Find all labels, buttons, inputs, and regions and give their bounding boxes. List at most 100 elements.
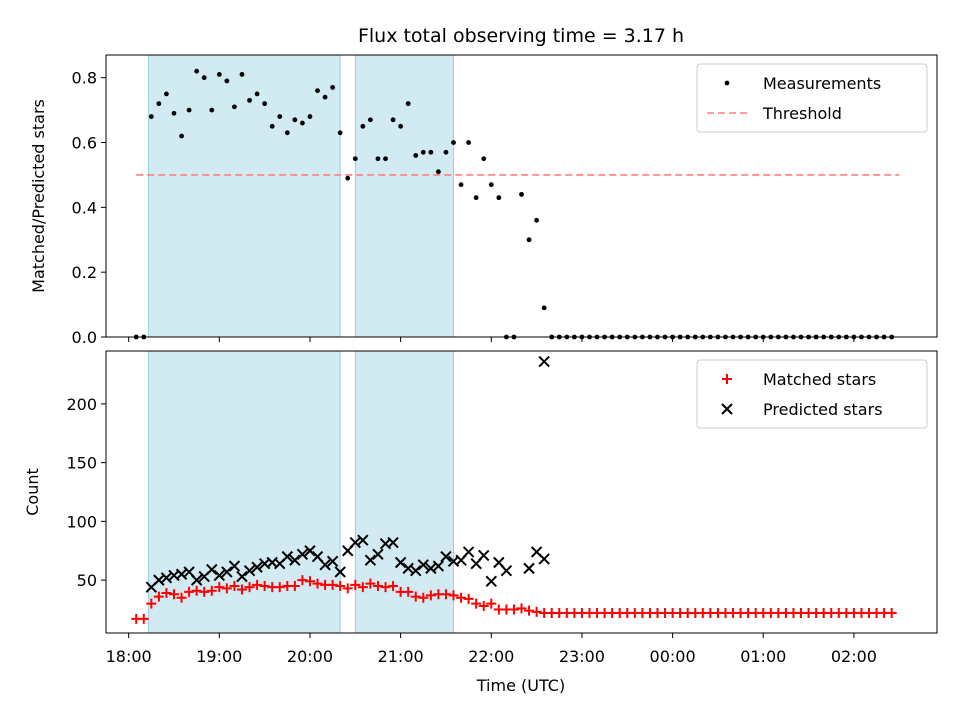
data-point xyxy=(360,123,366,129)
data-point xyxy=(289,554,301,566)
data-point xyxy=(337,130,343,136)
legend-box xyxy=(696,359,928,429)
data-point xyxy=(216,72,222,77)
data-point xyxy=(297,575,308,586)
data-point xyxy=(432,560,445,572)
series-matched-stars xyxy=(131,575,897,624)
data-point xyxy=(488,182,494,188)
data-point xyxy=(534,217,540,223)
y-tick-label: 150 xyxy=(66,454,97,473)
shaded-interval-1 xyxy=(147,350,341,634)
bottom-legend: Matched stars Predicted stars xyxy=(696,359,928,429)
data-point xyxy=(413,153,419,158)
data-point xyxy=(352,156,358,162)
legend-label: Predicted stars xyxy=(763,400,883,419)
data-point xyxy=(372,581,383,591)
bottom-y-axis-label: Count xyxy=(23,468,42,516)
data-point xyxy=(524,605,535,616)
data-point xyxy=(312,578,323,589)
data-point xyxy=(206,585,217,596)
data-point xyxy=(201,75,207,81)
data-point xyxy=(345,175,351,181)
data-point xyxy=(886,608,897,619)
x-tick-label: 20:00 xyxy=(287,647,333,666)
data-point xyxy=(380,582,391,593)
data-point xyxy=(485,575,497,588)
data-point xyxy=(394,556,407,569)
data-point xyxy=(410,565,422,577)
series-predicted-stars xyxy=(145,534,550,593)
data-point xyxy=(372,548,384,560)
y-tick-label: 0.0 xyxy=(72,328,97,347)
data-point xyxy=(206,563,218,576)
legend-label: Threshold xyxy=(762,104,842,123)
data-point xyxy=(365,578,376,589)
data-point xyxy=(410,591,421,602)
data-point xyxy=(451,140,456,145)
top-axes: 0.0 0.2 0.4 0.6 0.8 xyxy=(72,69,855,347)
data-point xyxy=(221,566,233,578)
data-point xyxy=(224,78,230,84)
data-point xyxy=(171,110,177,116)
data-point xyxy=(436,169,441,175)
data-point xyxy=(330,85,336,90)
data-point xyxy=(186,107,192,113)
data-point xyxy=(541,305,547,311)
data-point xyxy=(254,91,260,97)
data-point xyxy=(153,591,164,602)
x-tick-label: 18:00 xyxy=(106,647,152,666)
data-point xyxy=(213,569,226,582)
shaded-interval-2 xyxy=(354,350,454,634)
data-point xyxy=(531,606,542,617)
data-point xyxy=(440,589,451,600)
data-point xyxy=(175,568,188,580)
data-point xyxy=(350,579,361,590)
y-tick-label: 200 xyxy=(66,395,97,414)
legend-label: Measurements xyxy=(763,74,881,93)
data-point xyxy=(176,592,187,603)
bottom-plot-frame xyxy=(105,350,938,634)
data-point xyxy=(262,101,268,107)
data-point xyxy=(425,562,437,575)
chart-title: Flux total observing time = 3.17 h xyxy=(358,25,684,47)
data-point xyxy=(463,593,474,604)
data-point xyxy=(229,581,240,591)
x-tick-label: 23:00 xyxy=(559,647,605,666)
data-point xyxy=(458,182,464,188)
data-point xyxy=(462,546,475,558)
data-point xyxy=(284,130,290,136)
data-point xyxy=(478,549,490,562)
data-point xyxy=(252,579,263,590)
data-point xyxy=(239,72,245,77)
data-point xyxy=(496,195,502,201)
data-point xyxy=(232,104,237,110)
data-point xyxy=(402,562,414,575)
data-point xyxy=(326,555,339,568)
shaded-interval-1 xyxy=(147,54,341,338)
data-point xyxy=(481,156,487,162)
x-axis-label: Time (UTC) xyxy=(476,676,565,695)
data-point xyxy=(357,582,368,593)
data-point xyxy=(526,237,532,243)
x-tick-label: 01:00 xyxy=(740,647,786,666)
data-point xyxy=(428,149,434,155)
bottom-panel: 50 100 150 200 18:00 19:00 20:00 21:00 22:00 23:0… xyxy=(23,350,938,666)
data-point xyxy=(417,559,429,571)
data-point xyxy=(405,101,411,107)
data-point xyxy=(508,604,519,615)
series-extra xyxy=(538,355,550,368)
legend-key xyxy=(724,80,730,86)
data-point xyxy=(221,583,232,594)
data-point xyxy=(184,586,195,597)
x-tick-label: 02:00 xyxy=(831,647,877,666)
data-point xyxy=(349,536,362,549)
data-point xyxy=(516,603,527,614)
data-point xyxy=(168,589,179,600)
x-tick-label: 22:00 xyxy=(468,647,514,666)
bottom-axes: 50 100 150 200 18:00 19:00 20:00 21:00 22:00 23:0… xyxy=(66,395,877,666)
x-tick-label: 21:00 xyxy=(378,647,424,666)
top-y-axis-label: Matched/Predicted stars xyxy=(29,99,48,293)
top-plot-frame xyxy=(105,54,938,338)
data-point xyxy=(228,560,241,572)
